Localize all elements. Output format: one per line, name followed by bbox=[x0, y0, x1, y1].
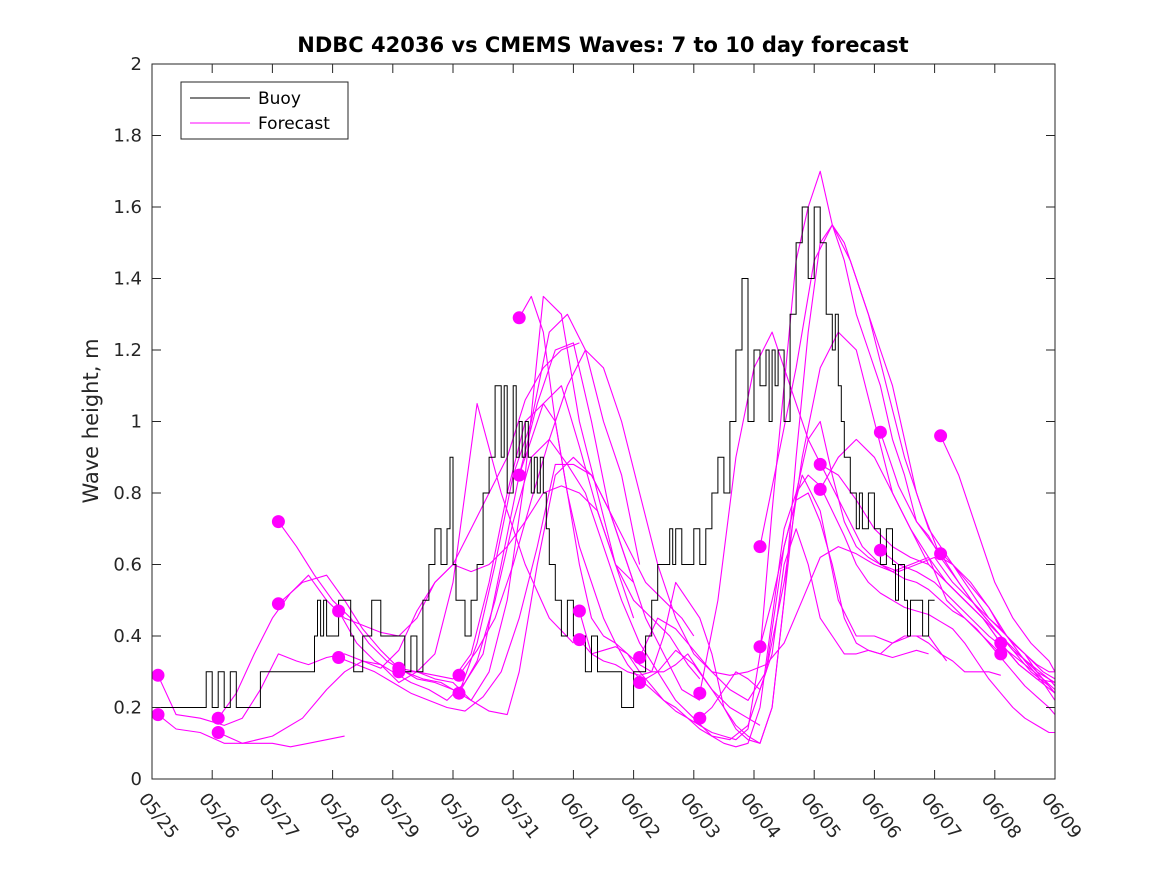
forecast-start-marker bbox=[813, 482, 827, 496]
forecast-start-marker bbox=[572, 633, 586, 647]
forecast-start-marker bbox=[271, 597, 285, 611]
y-axis-label: Wave height, m bbox=[79, 338, 103, 503]
legend-forecast-label: Forecast bbox=[258, 114, 330, 134]
forecast-start-marker bbox=[753, 540, 767, 554]
forecast-start-marker bbox=[452, 668, 466, 682]
forecast-line-7 bbox=[338, 342, 635, 701]
forecast-start-marker bbox=[633, 676, 647, 689]
forecast-start-marker bbox=[753, 640, 767, 654]
chart-title: NDBC 42036 vs CMEMS Waves: 7 to 10 day f… bbox=[297, 33, 908, 57]
forecast-markers-group bbox=[151, 311, 1008, 739]
forecast-line-8 bbox=[338, 463, 695, 712]
y-tick-label: 0 bbox=[131, 769, 142, 790]
forecast-line-20 bbox=[699, 528, 1001, 719]
forecast-start-marker bbox=[151, 708, 165, 722]
y-tick-label: 1.6 bbox=[113, 197, 142, 218]
forecast-line-1 bbox=[157, 342, 580, 726]
forecast-line-4 bbox=[217, 403, 574, 744]
y-tick-label: 2 bbox=[131, 54, 142, 75]
forecast-line-27 bbox=[940, 435, 1056, 673]
forecast-line-25 bbox=[879, 432, 1056, 701]
legend: Buoy Forecast bbox=[180, 81, 349, 140]
forecast-start-marker bbox=[211, 711, 225, 725]
legend-buoy-label: Buoy bbox=[258, 89, 301, 109]
forecast-start-marker bbox=[271, 515, 285, 529]
y-tick-label: 0.6 bbox=[113, 555, 142, 576]
forecast-start-marker bbox=[994, 647, 1008, 661]
y-tick-label: 1.4 bbox=[113, 269, 142, 290]
legend-box bbox=[180, 81, 349, 140]
forecast-start-marker bbox=[934, 547, 948, 561]
forecast-line-14 bbox=[518, 403, 1055, 748]
y-tick-label: 0.8 bbox=[113, 483, 142, 504]
forecast-start-marker bbox=[452, 686, 466, 700]
forecast-start-marker bbox=[934, 429, 948, 443]
y-tick-label: 1 bbox=[131, 412, 142, 433]
forecast-start-marker bbox=[151, 668, 165, 682]
forecast-start-marker bbox=[873, 425, 887, 439]
forecast-start-marker bbox=[392, 665, 406, 679]
forecast-line-22 bbox=[759, 492, 929, 659]
forecast-start-marker bbox=[572, 604, 586, 618]
y-tick-label: 0.2 bbox=[113, 698, 142, 719]
forecast-start-marker bbox=[994, 636, 1008, 650]
forecast-line-16 bbox=[578, 420, 1056, 744]
y-tick-label: 1.2 bbox=[113, 340, 142, 361]
forecast-line-26 bbox=[880, 549, 1056, 691]
forecast-start-marker bbox=[512, 311, 526, 325]
forecast-line-24 bbox=[819, 438, 1056, 683]
forecast-start-marker bbox=[211, 726, 225, 739]
forecast-start-marker bbox=[693, 686, 707, 700]
y-tick-label: 0.4 bbox=[113, 626, 142, 647]
forecast-line-10 bbox=[398, 385, 701, 680]
forecast-start-marker bbox=[332, 604, 346, 618]
forecast-start-marker bbox=[332, 651, 346, 664]
y-tick-label: 1.8 bbox=[113, 126, 142, 147]
forecast-start-marker bbox=[873, 543, 887, 557]
forecast-start-marker bbox=[633, 651, 647, 664]
forecast-start-marker bbox=[813, 457, 827, 471]
forecast-line-2 bbox=[157, 714, 345, 748]
y-axis-ticks: 0 0.2 0.4 0.6 0.8 1 1.2 1.4 1.6 1.8 2 bbox=[113, 54, 1055, 790]
forecast-start-marker bbox=[512, 468, 526, 482]
forecast-start-marker bbox=[693, 711, 707, 725]
